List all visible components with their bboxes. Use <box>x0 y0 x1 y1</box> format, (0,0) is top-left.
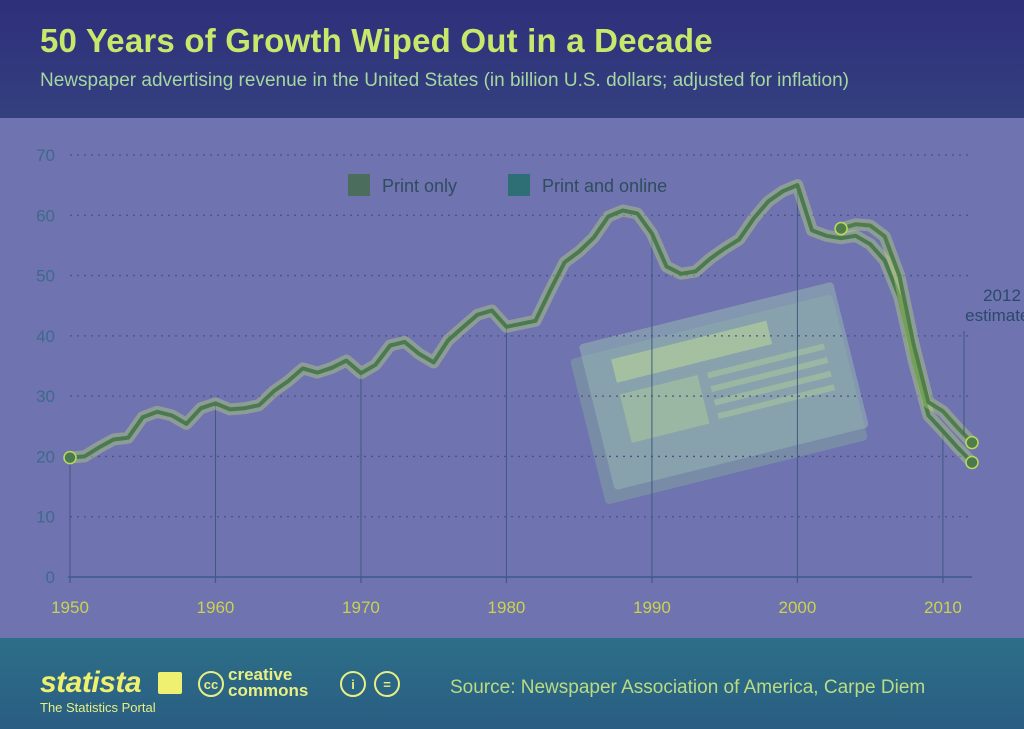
legend-label-print-and-online: Print and online <box>542 176 667 196</box>
cc-line-2: commons <box>228 681 309 700</box>
x-tick-label-1950: 1950 <box>51 598 89 617</box>
attribution-icon[interactable]: i <box>340 671 366 697</box>
legend-label-print-only: Print only <box>382 176 457 196</box>
endpoint-print-only-1950 <box>63 450 77 465</box>
y-tick-label-50: 50 <box>36 267 55 286</box>
chart-header: 50 Years of Growth Wiped Out in a Decade… <box>0 0 1024 118</box>
endpoint-print-and-online-2012 <box>965 435 979 450</box>
y-tick-label-40: 40 <box>36 327 55 346</box>
newspaper-illustration <box>570 282 869 505</box>
creative-commons-icon[interactable]: cc <box>198 671 224 697</box>
y-tick-label-0: 0 <box>46 568 55 587</box>
legend-swatch-print-only <box>348 174 370 196</box>
y-tick-label-30: 30 <box>36 387 55 406</box>
series-line-print-and-online <box>839 222 974 445</box>
creative-commons-label: creative commons <box>228 665 309 700</box>
endpoint-print-only-2012 <box>965 455 979 470</box>
x-tick-label-1990: 1990 <box>633 598 671 617</box>
no-derivatives-icon[interactable]: = <box>374 671 400 697</box>
cc-line-1: creative <box>228 665 293 684</box>
statista-logo-icon[interactable]: statista <box>40 666 142 699</box>
source-note: Source: Newspaper Association of America… <box>450 677 926 698</box>
legend-swatch-print-and-online <box>508 174 530 196</box>
chart-title: 50 Years of Growth Wiped Out in a Decade <box>40 22 713 59</box>
statista-flag-icon <box>158 672 182 694</box>
endpoint-print-and-online-2003 <box>834 221 848 236</box>
y-tick-label-70: 70 <box>36 146 55 165</box>
x-tick-label-1970: 1970 <box>342 598 380 617</box>
y-tick-label-20: 20 <box>36 447 55 466</box>
x-tick-label-1960: 1960 <box>197 598 235 617</box>
series-line-print-only <box>68 183 974 465</box>
statista-tagline: The Statistics Portal <box>40 700 156 715</box>
x-tick-label-1980: 1980 <box>488 598 526 617</box>
annotation-line-2: estimated <box>965 306 1024 325</box>
annotation-line-1: 2012 <box>983 286 1021 305</box>
chart-subtitle: Newspaper advertising revenue in the Uni… <box>40 70 849 91</box>
x-tick-label-2010: 2010 <box>924 598 962 617</box>
y-tick-label-60: 60 <box>36 206 55 225</box>
x-tick-label-2000: 2000 <box>779 598 817 617</box>
y-tick-label-10: 10 <box>36 508 55 527</box>
